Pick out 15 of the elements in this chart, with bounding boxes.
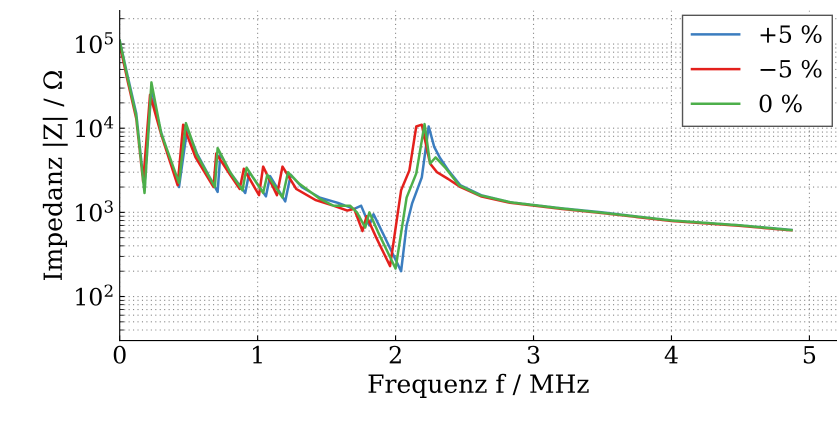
x-tick-label: 2 xyxy=(390,346,401,364)
y-tick-label: 10$^{3}$ xyxy=(76,200,113,222)
y-tick-label: 10$^{5}$ xyxy=(76,32,113,54)
x-tick-label: 3 xyxy=(528,346,540,364)
legend-label: −5 % xyxy=(760,60,822,78)
legend-label: 0 % xyxy=(760,94,802,112)
y-tick-label: 10$^{2}$ xyxy=(76,284,112,306)
x-tick-label: 1 xyxy=(253,346,262,364)
x-tick-label: 5 xyxy=(804,346,816,364)
x-axis-title: Frequenz f / MHz xyxy=(368,374,589,398)
x-tick-label: 4 xyxy=(664,346,678,364)
y-axis-title: Impedanz |Z| / Ω xyxy=(42,71,68,280)
legend-label: +5 % xyxy=(760,25,822,44)
x-tick-label: 0 xyxy=(114,346,126,364)
y-tick-label: 10$^{4}$ xyxy=(76,116,114,138)
